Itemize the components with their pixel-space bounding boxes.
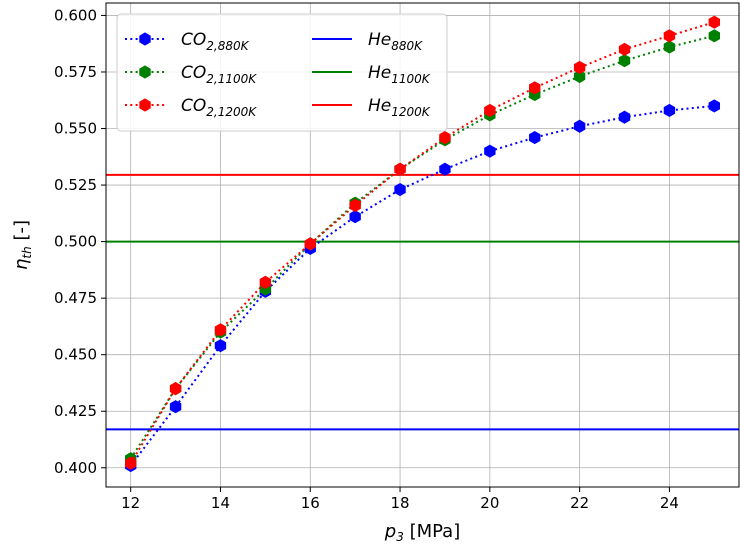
data-point (214, 339, 227, 353)
data-point (529, 130, 541, 145)
legend-label: CO2,1100K (181, 63, 257, 86)
legend-label: He880K (368, 30, 423, 53)
legend-label: CO2,880K (181, 30, 250, 53)
x-tick-label: 24 (660, 494, 679, 512)
x-axis-label: p3 [MPa] (384, 521, 460, 544)
legend-item: CO2,1200K (125, 96, 257, 119)
plot-frame (105, 2, 740, 488)
x-axis-label-symbol: p (384, 521, 396, 542)
data-point (529, 81, 541, 95)
reference-lines (106, 173, 739, 431)
legend-item: CO2,1100K (125, 63, 257, 86)
data-point (618, 42, 631, 56)
legend-item: He880K (312, 30, 423, 53)
series-co2-21200k (125, 15, 720, 470)
data-point (304, 237, 316, 251)
data-point (439, 130, 451, 145)
data-point (349, 210, 361, 224)
y-tick-label: 0.575 (54, 63, 97, 81)
y-axis-label-subscript: th (20, 246, 34, 258)
x-tick-label: 22 (570, 494, 589, 512)
y-axis-label: ηth [-] (11, 220, 34, 270)
legend-item: CO2,880K (125, 30, 250, 53)
legend-items: CO2,880K CO2,1100K CO2,1200K He880K He1100K H… (125, 30, 431, 119)
data-point (484, 144, 496, 158)
series-line (129, 21, 715, 464)
y-axis-label-symbol: η (11, 259, 32, 270)
legend-item: He1100K (312, 63, 431, 86)
data-point (573, 119, 586, 133)
x-tick-label: 20 (480, 494, 499, 512)
data-point (394, 183, 406, 197)
y-tick-label: 0.475 (54, 289, 97, 307)
data-point (439, 162, 451, 176)
series-line (129, 104, 715, 467)
data-point (214, 323, 227, 337)
legend-marker (139, 98, 151, 112)
y-tick-label: 0.450 (54, 346, 97, 364)
legend-label: CO2,1200K (181, 96, 257, 119)
series-group (125, 15, 720, 473)
legend: CO2,880K CO2,1100K CO2,1200K He880K He1100K H… (116, 13, 448, 132)
data-point (259, 275, 272, 289)
x-axis: 12 14 16 18 20 22 24 (121, 487, 679, 512)
data-point (708, 99, 720, 113)
data-point (125, 456, 137, 470)
data-point (708, 29, 720, 43)
legend-box (116, 13, 448, 132)
legend-marker (139, 32, 151, 46)
y-tick-label: 0.525 (54, 176, 97, 194)
x-tick-label: 16 (301, 494, 320, 512)
y-tick-label: 0.600 (54, 6, 97, 24)
data-point (484, 103, 496, 118)
legend-label: He1100K (368, 63, 431, 86)
data-point (573, 69, 586, 84)
y-axis: 0.400 0.425 0.450 0.475 0.500 0.525 0.550 0.575… (54, 6, 106, 477)
x-tick-label: 12 (121, 494, 140, 512)
data-point (169, 400, 182, 414)
y-tick-label: 0.550 (54, 120, 97, 138)
data-point (663, 103, 676, 118)
legend-item: He1200K (312, 96, 431, 119)
data-point (708, 15, 720, 29)
y-tick-label: 0.425 (54, 402, 97, 420)
data-point (618, 54, 631, 68)
data-point (394, 162, 406, 176)
data-point (618, 110, 631, 124)
legend-marker (139, 65, 151, 79)
data-point (663, 29, 676, 43)
x-axis-label-unit: [MPa] (404, 521, 460, 542)
data-point (573, 60, 586, 75)
data-point (349, 198, 361, 212)
series-line (129, 34, 715, 460)
y-tick-label: 0.400 (54, 459, 97, 477)
data-point (169, 382, 182, 396)
y-tick-label: 0.500 (54, 233, 97, 251)
data-point (663, 40, 676, 54)
x-tick-label: 14 (211, 494, 230, 512)
y-axis-label-unit: [-] (11, 220, 32, 246)
x-tick-label: 18 (391, 494, 410, 512)
legend-label: He1200K (368, 96, 431, 119)
x-axis-label-subscript: 3 (396, 530, 404, 544)
